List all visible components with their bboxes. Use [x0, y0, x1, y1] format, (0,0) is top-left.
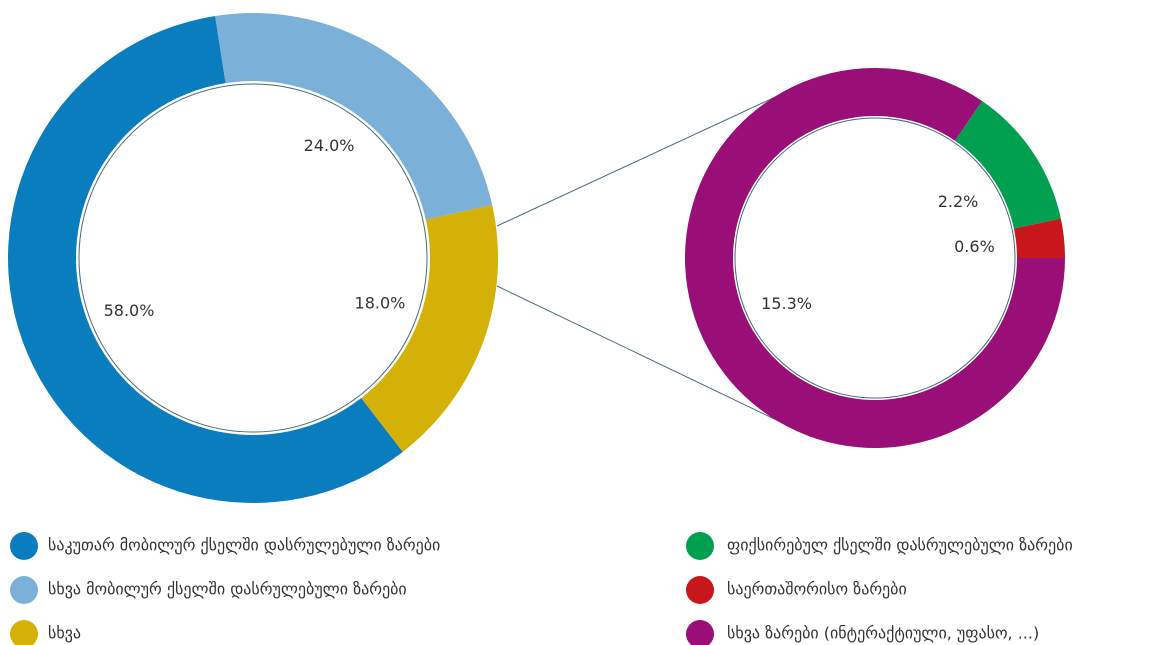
- inner-ring: [734, 117, 1016, 399]
- legend-swatch: [10, 620, 38, 645]
- connector-line: [496, 79, 813, 227]
- legend-swatch: [10, 576, 38, 604]
- legend-swatch: [10, 532, 38, 560]
- legend-label: სხვა ზარები (ინტერაქტიული, უფასო, ...): [727, 624, 1039, 643]
- data-label: 58.0%: [104, 301, 155, 320]
- donut-slice: [1013, 218, 1065, 258]
- legend-label: საერთაშორისო ზარები: [727, 580, 907, 599]
- donut-slice: [955, 101, 1061, 229]
- data-label: 24.0%: [304, 136, 355, 155]
- data-label: 0.6%: [954, 237, 995, 256]
- data-label: 18.0%: [355, 293, 406, 312]
- donut-slice: [7, 15, 403, 504]
- data-label: 15.3%: [761, 294, 812, 313]
- legend-label: სხვა: [48, 624, 81, 643]
- legend-label: სხვა მობილურ ქსელში დასრულებული ზარები: [48, 580, 407, 599]
- legend-swatch: [686, 576, 714, 604]
- legend-swatch: [686, 620, 714, 645]
- donut-slice: [215, 12, 493, 220]
- legend-label: ფიქსირებულ ქსელში დასრულებული ზარები: [727, 536, 1073, 555]
- data-label: 2.2%: [938, 192, 979, 211]
- legend-swatch: [686, 532, 714, 560]
- legend-label: საკუთარ მობილურ ქსელში დასრულებული ზარებ…: [48, 536, 440, 555]
- connector-line: [496, 285, 813, 438]
- donut-slice: [361, 204, 498, 452]
- inner-ring: [78, 83, 428, 433]
